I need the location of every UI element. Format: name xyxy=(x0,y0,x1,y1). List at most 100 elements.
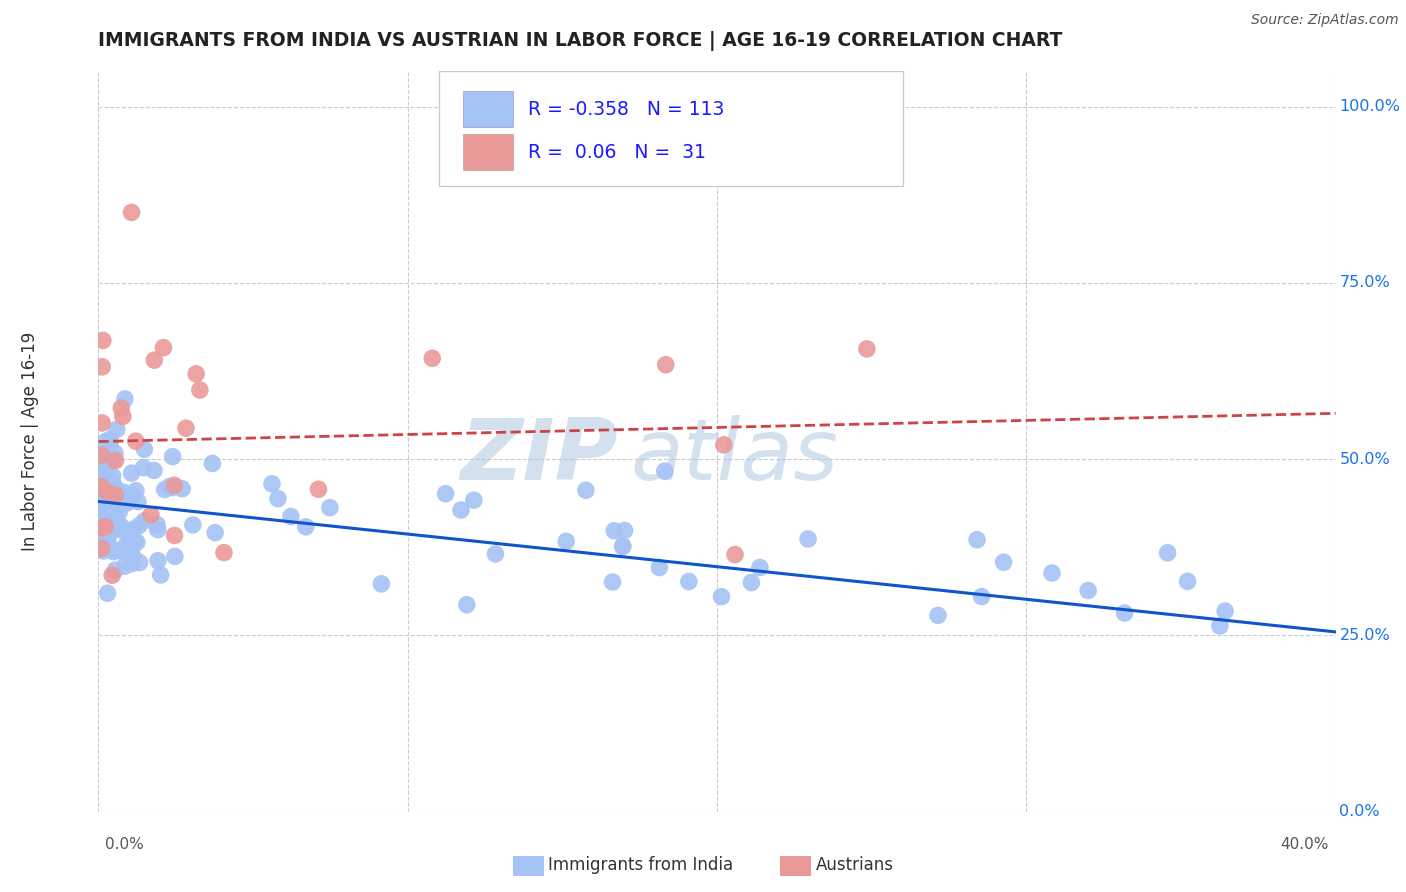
Point xyxy=(96,586,118,600)
Point xyxy=(655,358,678,372)
Point xyxy=(98,433,121,447)
Point xyxy=(724,548,747,562)
Point xyxy=(1077,583,1099,598)
Text: Source: ZipAtlas.com: Source: ZipAtlas.com xyxy=(1251,13,1399,28)
Point xyxy=(146,523,169,537)
Text: Immigrants from India: Immigrants from India xyxy=(548,856,734,874)
Point xyxy=(201,457,224,471)
Point xyxy=(107,515,129,529)
Point xyxy=(98,525,121,540)
Point xyxy=(713,438,735,452)
Text: 0.0%: 0.0% xyxy=(1340,805,1381,819)
Point xyxy=(90,457,112,471)
Point xyxy=(110,523,132,537)
Point xyxy=(160,481,183,495)
Point xyxy=(96,469,118,483)
Point xyxy=(90,533,112,547)
Point xyxy=(103,544,125,558)
Point xyxy=(93,435,115,450)
Point xyxy=(132,460,155,475)
Point xyxy=(103,504,125,518)
Point xyxy=(96,485,118,500)
Point xyxy=(748,560,770,574)
Point xyxy=(96,476,118,491)
Text: ZIP: ZIP xyxy=(460,415,619,498)
Point xyxy=(90,516,112,530)
Text: 75.0%: 75.0% xyxy=(1340,276,1391,291)
Point xyxy=(104,446,127,460)
Point xyxy=(146,554,169,568)
Point xyxy=(212,546,235,560)
Point xyxy=(110,488,132,502)
Point xyxy=(463,493,485,508)
Point xyxy=(678,574,700,589)
Point xyxy=(134,442,156,457)
Point xyxy=(118,532,141,546)
Point xyxy=(100,511,122,525)
Point xyxy=(90,521,112,535)
Text: In Labor Force | Age 16-19: In Labor Force | Age 16-19 xyxy=(21,332,39,551)
Point xyxy=(101,469,124,483)
Point xyxy=(134,514,156,528)
Point xyxy=(96,506,118,520)
Text: 0.0%: 0.0% xyxy=(105,837,145,852)
Text: R = -0.358   N = 113: R = -0.358 N = 113 xyxy=(527,100,724,119)
Text: R =  0.06   N =  31: R = 0.06 N = 31 xyxy=(527,143,706,161)
Point xyxy=(143,353,166,368)
Point xyxy=(856,342,879,356)
Point xyxy=(966,533,988,547)
Point xyxy=(90,484,112,499)
Point xyxy=(110,543,132,558)
Point xyxy=(319,500,342,515)
Point xyxy=(128,556,150,570)
Point xyxy=(267,491,290,506)
Point xyxy=(103,505,125,519)
Point xyxy=(152,341,174,355)
Point xyxy=(121,466,143,480)
Point xyxy=(149,568,172,582)
Point xyxy=(555,534,578,549)
Point xyxy=(94,520,117,534)
Point xyxy=(181,517,204,532)
Point xyxy=(370,577,392,591)
Point xyxy=(93,466,115,480)
Point xyxy=(1156,546,1178,560)
Text: IMMIGRANTS FROM INDIA VS AUSTRIAN IN LABOR FORCE | AGE 16-19 CORRELATION CHART: IMMIGRANTS FROM INDIA VS AUSTRIAN IN LAB… xyxy=(98,31,1063,51)
Point xyxy=(114,392,136,406)
Point xyxy=(104,453,127,467)
Point xyxy=(115,496,138,510)
Point xyxy=(159,479,181,493)
Point xyxy=(186,367,208,381)
Point xyxy=(101,568,124,582)
Point xyxy=(91,416,114,430)
Point xyxy=(104,543,127,558)
Point xyxy=(110,519,132,533)
Point xyxy=(104,488,127,502)
Point xyxy=(107,520,129,534)
Point xyxy=(174,421,197,435)
Point xyxy=(1040,566,1063,580)
Point xyxy=(108,504,131,518)
Point xyxy=(602,574,624,589)
Point xyxy=(153,483,176,497)
Point xyxy=(90,541,112,556)
Point xyxy=(90,450,112,464)
Point xyxy=(146,517,169,532)
Point xyxy=(90,448,112,462)
Point xyxy=(125,434,148,449)
Point xyxy=(260,476,283,491)
Point xyxy=(111,484,134,499)
Point xyxy=(120,543,142,558)
Point xyxy=(654,464,676,478)
Point xyxy=(797,532,820,546)
Point xyxy=(294,520,316,534)
Point xyxy=(98,436,121,450)
Bar xyxy=(464,135,513,169)
Point xyxy=(575,483,598,498)
Point xyxy=(121,523,143,537)
Point xyxy=(710,590,733,604)
Text: atlas: atlas xyxy=(630,415,838,498)
Point xyxy=(450,503,472,517)
Point xyxy=(114,559,136,574)
Point xyxy=(104,482,127,496)
